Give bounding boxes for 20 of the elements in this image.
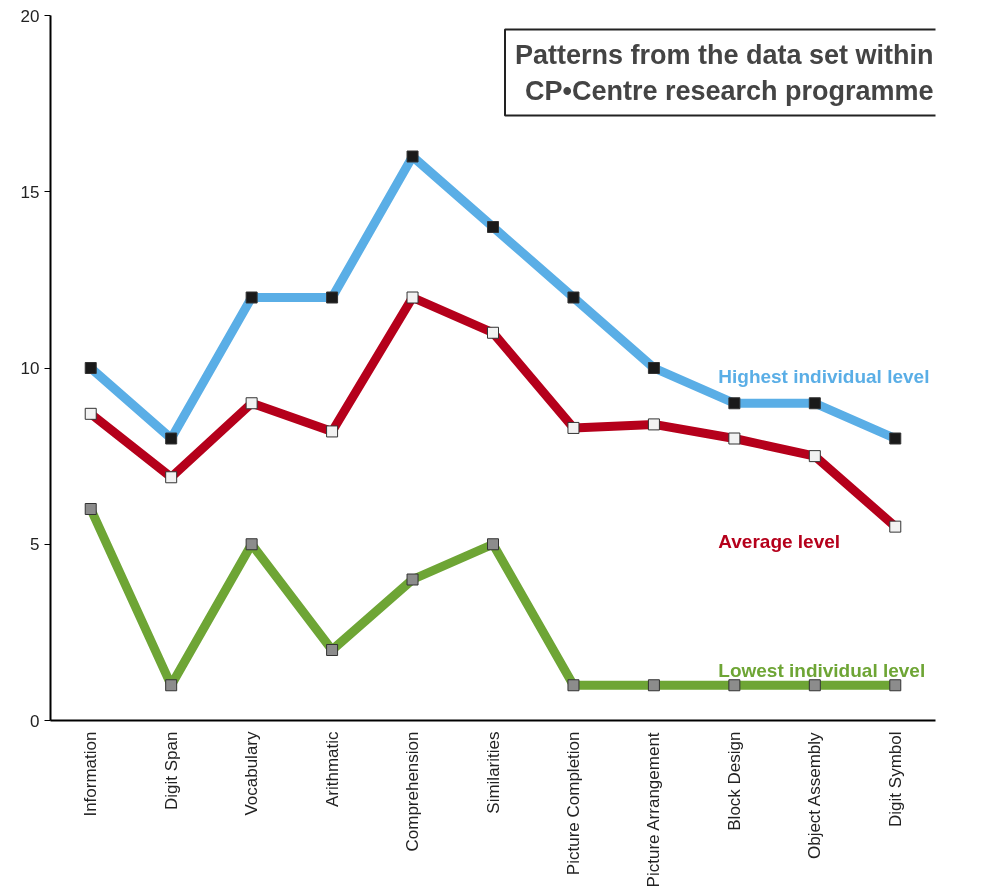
x-tick-label: Object Assembly: [805, 731, 825, 860]
x-tick-label: Information: [81, 731, 101, 817]
x-tick-label: Comprehension: [403, 731, 423, 852]
text: Average level: [718, 531, 841, 553]
text: Patterns from the data set within CP•Centre research programme: [514, 39, 934, 106]
series-label: Highest individual level: [718, 366, 930, 387]
y-tick-label: 15: [20, 182, 40, 202]
series-label: Lowest individual level: [718, 659, 926, 681]
y-tick-label: 5: [30, 535, 40, 555]
x-tick-label: Digit Span: [161, 731, 181, 810]
x-tick-label: Block Design: [724, 731, 744, 831]
x-tick-label: Similarities: [483, 731, 503, 814]
y-tick-label: 10: [20, 359, 40, 378]
x-tick-label: Vocabulary: [242, 731, 262, 816]
x-tick-label: Digit Symbol: [885, 731, 905, 827]
x-tick-label: Picture Arrangement: [644, 732, 664, 888]
y-tick-label: 0: [30, 711, 40, 731]
y-tick-label: 20: [20, 6, 40, 26]
x-tick-label: Picture Completion: [563, 731, 583, 876]
x-tick-label: Arithmatic: [322, 731, 342, 808]
